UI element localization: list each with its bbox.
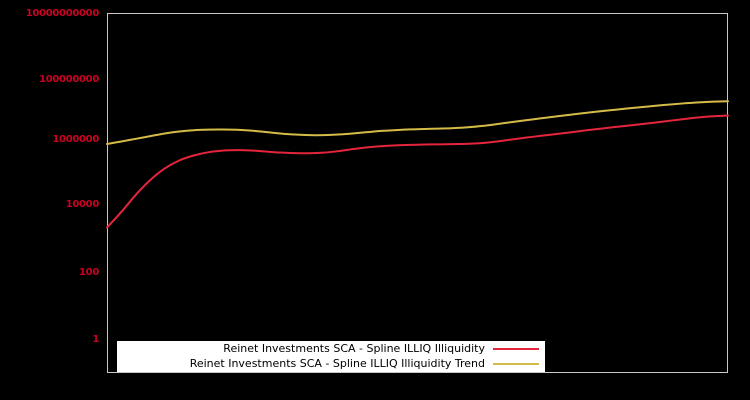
y-axis-tick-label: 10000: [65, 199, 100, 210]
y-axis-tick-label: 100000000: [39, 74, 99, 85]
chart-legend: Reinet Investments SCA - Spline ILLIQ Il…: [117, 341, 545, 372]
legend-color-swatch-illiquidity: [493, 348, 539, 350]
legend-entry: Reinet Investments SCA - Spline ILLIQ Il…: [117, 342, 545, 357]
legend-entry: Reinet Investments SCA - Spline ILLIQ Il…: [117, 357, 545, 372]
y-axis-tick-label: 1000000: [52, 134, 99, 145]
y-axis-tick-labels: 10000000000 100000000 1000000 10000 100 …: [0, 0, 103, 400]
legend-label: Reinet Investments SCA - Spline ILLIQ Il…: [189, 357, 485, 370]
y-axis-tick-label: 100: [79, 267, 99, 278]
legend-color-swatch-trend: [493, 363, 539, 365]
y-axis-tick-label: 10000000000: [25, 8, 100, 19]
y-axis-tick-label: 1: [92, 334, 99, 345]
series-line-trend: [106, 100, 729, 145]
plot-area: [107, 13, 728, 373]
legend-label: Reinet Investments SCA - Spline ILLIQ Il…: [223, 342, 485, 355]
series-line-illiquidity: [106, 114, 729, 229]
